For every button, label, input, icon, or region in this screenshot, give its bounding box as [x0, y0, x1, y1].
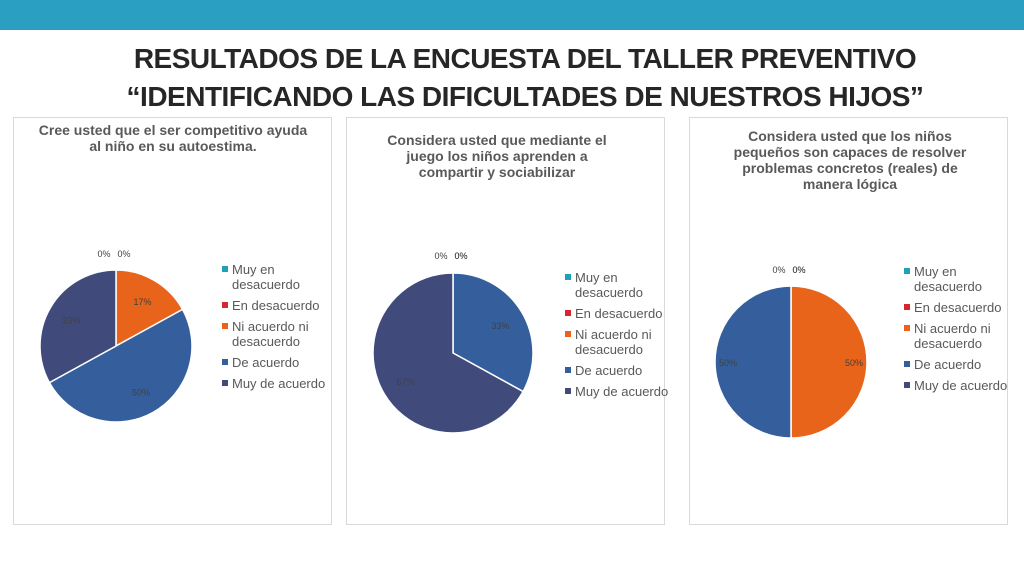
data-label-de-acuerdo: 50% — [132, 388, 150, 398]
chart-title: Considera usted que mediante el juego lo… — [387, 132, 607, 180]
legend-label: En desacuerdo — [232, 298, 320, 313]
data-label-ni-acuerdo-ni-desacuerdo: 17% — [133, 297, 151, 307]
legend-swatch — [904, 268, 910, 274]
legend-label: En desacuerdo — [575, 306, 663, 321]
legend-label: Ni acuerdo ni desacuerdo — [575, 327, 652, 357]
legend-item-de-acuerdo: De acuerdo — [222, 355, 342, 372]
top-accent-bar — [0, 0, 1024, 30]
legend-swatch — [222, 266, 228, 272]
legend-swatch — [565, 310, 571, 316]
legend-label: De acuerdo — [232, 355, 300, 370]
pie-slice-muy-de-acuerdo — [372, 272, 525, 434]
legend-label: Muy en desacuerdo — [232, 262, 300, 292]
legend-item-de-acuerdo: De acuerdo — [904, 357, 1024, 374]
legend-label: Muy en desacuerdo — [914, 264, 982, 294]
data-label-muy-en-desacuerdo: 0% — [97, 249, 110, 259]
pie-chart: 0% 0%50%50%0% — [714, 265, 868, 439]
legend-label: Muy de acuerdo — [575, 384, 669, 399]
legend-item-muy-en-desacuerdo: Muy en desacuerdo — [222, 262, 342, 294]
legend-item-muy-de-acuerdo: Muy de acuerdo — [904, 378, 1024, 395]
page-title-line-2: “IDENTIFICANDO LAS DIFICULTADES DE NUEST… — [126, 81, 924, 112]
legend-swatch — [565, 331, 571, 337]
legend-item-muy-en-desacuerdo: Muy en desacuerdo — [904, 264, 1024, 296]
legend-item-en-desacuerdo: En desacuerdo — [565, 306, 685, 323]
page-title: RESULTADOS DE LA ENCUESTA DEL TALLER PRE… — [60, 40, 990, 116]
chart-legend: Muy en desacuerdo En desacuerdo Ni acuerdo… — [904, 264, 1024, 399]
legend-label: Ni acuerdo ni desacuerdo — [914, 321, 991, 351]
chart-title: Considera usted que los niños pequeños s… — [733, 128, 967, 192]
legend-swatch — [904, 325, 910, 331]
legend-label: De acuerdo — [575, 363, 643, 378]
legend-swatch — [222, 380, 228, 386]
data-label-muy-de-acuerdo: 0% — [792, 265, 805, 275]
chart-title: Cree usted que el ser competitivo ayuda … — [38, 122, 308, 154]
data-label-muy-en-desacuerdo: 0% — [772, 265, 785, 275]
legend-item-muy-de-acuerdo: Muy de acuerdo — [565, 384, 685, 401]
data-label-ni-acuerdo-ni-desacuerdo: 0% — [454, 251, 467, 261]
pie-slice-de-acuerdo — [48, 308, 193, 423]
data-label-en-desacuerdo: 0% — [792, 265, 805, 275]
legend-item-muy-en-desacuerdo: Muy en desacuerdo — [565, 270, 685, 302]
legend-swatch — [904, 304, 910, 310]
legend-swatch — [565, 388, 571, 394]
data-label-de-acuerdo: 33% — [491, 321, 509, 331]
pie-slice-ni-acuerdo-ni-desacuerdo — [115, 269, 184, 348]
legend-swatch — [222, 323, 228, 329]
legend-label: En desacuerdo — [914, 300, 1002, 315]
pie-chart: 0% 0% 17% 50% 33% — [39, 249, 193, 423]
legend-label: Muy en desacuerdo — [575, 270, 643, 300]
legend-swatch — [222, 359, 228, 365]
data-label-en-desacuerdo: 0% — [117, 249, 130, 259]
data-label-muy-en-desacuerdo: 0% — [434, 251, 447, 261]
pie-slice-muy-de-acuerdo — [39, 269, 117, 384]
pie-slice-de-acuerdo — [714, 285, 792, 439]
chart-legend: Muy en desacuerdo En desacuerdo Ni acuerdo… — [222, 262, 342, 397]
legend-label: Muy de acuerdo — [232, 376, 326, 391]
legend-label: De acuerdo — [914, 357, 982, 372]
pie-slice-ni-acuerdo-ni-desacuerdo — [790, 285, 868, 439]
legend-swatch — [565, 274, 571, 280]
data-label-muy-de-acuerdo: 67% — [397, 377, 415, 387]
chart-panel-1: Cree usted que el ser competitivo ayuda … — [13, 117, 332, 525]
data-label-ni-acuerdo-ni-desacuerdo: 50% — [845, 358, 863, 368]
data-label-muy-de-acuerdo: 33% — [62, 316, 80, 326]
legend-item-ni-acuerdo-ni-desacuerdo: Ni acuerdo ni desacuerdo — [904, 321, 1024, 353]
pie-chart: 0% 0%0%33%67% — [372, 251, 534, 434]
page-title-line-1: RESULTADOS DE LA ENCUESTA DEL TALLER PRE… — [133, 43, 917, 74]
legend-swatch — [904, 361, 910, 367]
chart-panel-2: Considera usted que mediante el juego lo… — [346, 117, 668, 525]
legend-item-en-desacuerdo: En desacuerdo — [222, 298, 342, 315]
legend-swatch — [222, 302, 228, 308]
pie-slice-de-acuerdo — [452, 272, 534, 393]
legend-swatch — [565, 367, 571, 373]
legend-swatch — [904, 382, 910, 388]
data-label-de-acuerdo: 50% — [719, 358, 737, 368]
data-label-en-desacuerdo: 0% — [454, 251, 467, 261]
legend-item-ni-acuerdo-ni-desacuerdo: Ni acuerdo ni desacuerdo — [565, 327, 685, 359]
legend-item-ni-acuerdo-ni-desacuerdo: Ni acuerdo ni desacuerdo — [222, 319, 342, 351]
legend-label: Muy de acuerdo — [914, 378, 1008, 393]
legend-item-muy-de-acuerdo: Muy de acuerdo — [222, 376, 342, 393]
chart-legend: Muy en desacuerdo En desacuerdo Ni acuerdo… — [565, 270, 685, 405]
legend-item-en-desacuerdo: En desacuerdo — [904, 300, 1024, 317]
legend-label: Ni acuerdo ni desacuerdo — [232, 319, 309, 349]
legend-item-de-acuerdo: De acuerdo — [565, 363, 685, 380]
chart-panel-3: Considera usted que los niños pequeños s… — [689, 117, 1008, 525]
